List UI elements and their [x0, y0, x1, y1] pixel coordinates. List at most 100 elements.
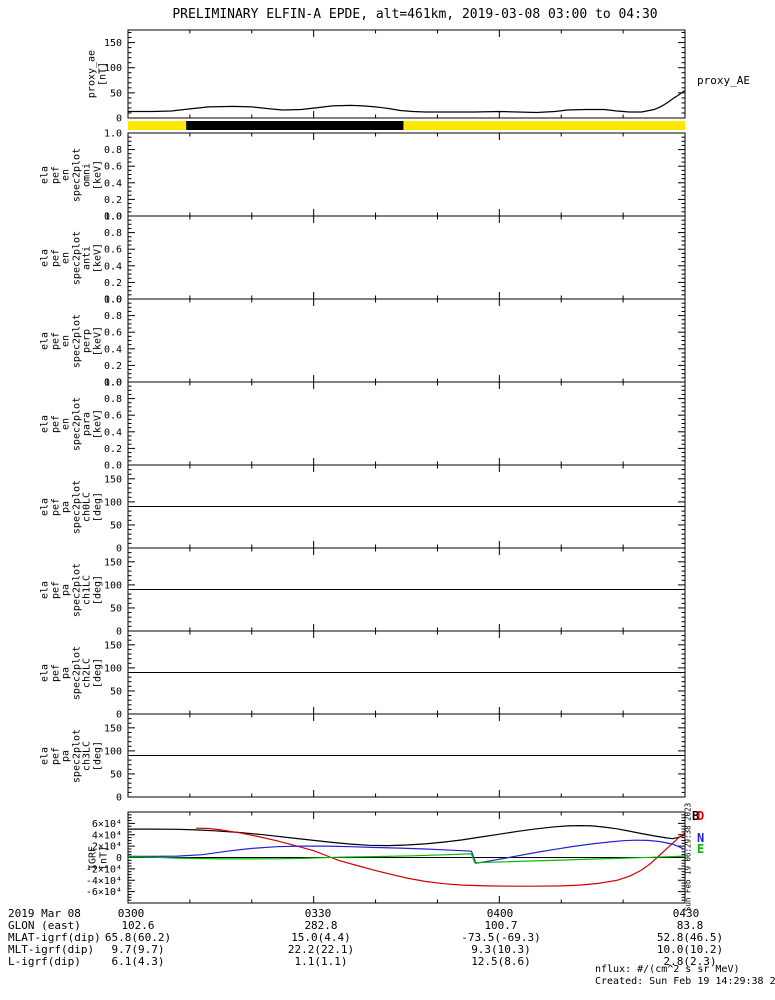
y-tick-label: 100 — [104, 63, 122, 74]
y-tick-label: 0 — [116, 793, 122, 804]
igrf-line-label-N: N — [697, 831, 705, 845]
y-axis-label-igrf: IGRF [nT] — [87, 845, 110, 870]
y-tick-label: 150 — [104, 723, 122, 734]
nflux-units-note: nflux: #/(cm^2 s sr MeV) — [595, 964, 740, 975]
y-tick-label: 0 — [116, 544, 122, 555]
y-tick-label: 0.6 — [104, 162, 122, 173]
y-tick-label: 0.8 — [104, 311, 122, 322]
panel-border-proxy_ae — [127, 29, 686, 119]
y-tick-label: 100 — [104, 746, 122, 757]
annotation-value: 9.3(10.3) — [471, 943, 531, 956]
y-tick-label: 0.4 — [104, 178, 122, 189]
annotation-value: 100.7 — [484, 919, 518, 932]
annotation-value: 22.2(22.1) — [287, 943, 355, 956]
annotation-value: 52.8(46.5) — [656, 931, 724, 944]
y-tick-label: -4×10⁴ — [86, 876, 122, 887]
panel-border-ela_pef_en_spec2plot_omni — [127, 132, 686, 217]
y-tick-label: 1.0 — [104, 295, 122, 306]
y-tick-label: 0.0 — [104, 212, 122, 223]
y-tick-label: 1.0 — [104, 212, 122, 223]
y-axis-label-ela_pef_pa_spec2plot_ch1LC: ela pef pa spec2plot ch1LC [deg] — [39, 562, 104, 617]
proxy-ae-line-label: proxy_AE — [697, 74, 750, 87]
annotation-value: -73.5(-69.3) — [461, 931, 541, 944]
y-axis-label-ela_pef_pa_spec2plot_ch2LC: ela pef pa spec2plot ch2LC [deg] — [39, 645, 104, 700]
y-tick-label: 1.0 — [104, 129, 122, 140]
annotation-value: 282.8 — [304, 919, 338, 932]
y-axis-label-ela_pef_en_spec2plot_perp: ela pef en spec2plot perp [keV] — [39, 313, 104, 368]
y-tick-label: 0.2 — [104, 444, 122, 455]
status-bar — [128, 121, 685, 130]
time-tick-label: 0330 — [304, 907, 332, 920]
igrf-line-label-B: B — [692, 809, 700, 823]
annotation-value: 102.6 — [121, 919, 155, 932]
y-axis-label-ela_pef_en_spec2plot_para: ela pef en spec2plot para [keV] — [39, 396, 104, 451]
time-tick-label: 0300 — [117, 907, 145, 920]
annotation-value: 12.5(8.6) — [471, 955, 531, 968]
y-tick-label: 0 — [116, 710, 122, 721]
y-tick-label: -6×10⁴ — [86, 887, 122, 898]
y-tick-label: 150 — [104, 640, 122, 651]
y-tick-label: 50 — [110, 769, 122, 780]
y-tick-label: 0.8 — [104, 145, 122, 156]
annotation-value: 65.8(60.2) — [104, 931, 172, 944]
row-label-glon: GLON (east) — [8, 919, 81, 932]
y-tick-label: 0.6 — [104, 245, 122, 256]
y-tick-label: 0.2 — [104, 361, 122, 372]
panel-border-ela_pef_en_spec2plot_anti — [127, 215, 686, 300]
y-tick-label: 50 — [110, 686, 122, 697]
y-axis-label-ela_pef_en_spec2plot_omni: ela pef en spec2plot omni [keV] — [39, 147, 104, 202]
y-tick-label: 50 — [110, 603, 122, 614]
y-tick-label: 6×10⁴ — [92, 819, 122, 830]
y-tick-label: 100 — [104, 580, 122, 591]
y-tick-label: 150 — [104, 557, 122, 568]
status-bar-segment — [186, 121, 404, 130]
y-tick-label: 50 — [110, 520, 122, 531]
series-B — [128, 824, 686, 847]
y-axis-label-ela_pef_pa_spec2plot_ch0LC: ela pef pa spec2plot ch0LC [deg] — [39, 479, 104, 534]
y-tick-label: 50 — [110, 88, 122, 99]
y-tick-label: 0.0 — [104, 461, 122, 472]
row-label-mlat: MLAT-igrf(dip) — [8, 931, 101, 944]
y-tick-label: 0.2 — [104, 195, 122, 206]
y-axis-label-ela_pef_en_spec2plot_anti: ela pef en spec2plot anti [keV] — [39, 230, 104, 285]
row-label-l: L-igrf(dip) — [8, 955, 81, 968]
annotation-value: 9.7(9.7) — [111, 943, 165, 956]
y-tick-label: 0.6 — [104, 328, 122, 339]
y-axis-label-ela_pef_pa_spec2plot_ch3LC: ela pef pa spec2plot ch3LC [deg] — [39, 728, 104, 783]
y-tick-label: 100 — [104, 497, 122, 508]
date-label: 2019 Mar 08 — [8, 907, 81, 920]
plot-title: PRELIMINARY ELFIN-A EPDE, alt=461km, 201… — [172, 7, 658, 22]
time-tick-label: 0430 — [672, 907, 700, 920]
y-tick-label: 0 — [116, 114, 122, 125]
y-tick-label: 0.8 — [104, 394, 122, 405]
panel-border-ela_pef_en_spec2plot_perp — [127, 298, 686, 383]
y-tick-label: 0.8 — [104, 228, 122, 239]
y-tick-label: 0 — [116, 627, 122, 638]
series-N — [128, 839, 686, 864]
y-tick-label: 1.0 — [104, 378, 122, 389]
side-timestamp: Sun Feb 19 06:29:38 2023 — [683, 802, 693, 912]
igrf-line-label-D: D — [697, 809, 705, 823]
y-tick-label: 0.4 — [104, 344, 122, 355]
annotation-value: 1.1(1.1) — [294, 955, 348, 968]
y-tick-label: 0.0 — [104, 378, 122, 389]
y-tick-label: 0.0 — [104, 295, 122, 306]
y-axis-label-proxy_ae: proxy_ae [nT] — [86, 49, 109, 99]
series-proxy_AE — [128, 89, 686, 114]
y-tick-label: 150 — [104, 474, 122, 485]
y-tick-label: 4×10⁴ — [92, 830, 122, 841]
annotation-value: 10.0(10.2) — [656, 943, 724, 956]
y-tick-label: 0.4 — [104, 261, 122, 272]
y-tick-label: -2×10⁴ — [86, 864, 122, 875]
series-D — [196, 827, 686, 887]
y-tick-label: 0 — [116, 853, 122, 864]
y-tick-label: 0.4 — [104, 427, 122, 438]
time-tick-label: 0400 — [486, 907, 514, 920]
annotation-value: 6.1(4.3) — [111, 955, 165, 968]
y-tick-label: 2×10⁴ — [92, 842, 122, 853]
y-tick-label: 100 — [104, 663, 122, 674]
panel-border-ela_pef_en_spec2plot_para — [127, 381, 686, 466]
annotation-value: 83.8 — [676, 919, 704, 932]
